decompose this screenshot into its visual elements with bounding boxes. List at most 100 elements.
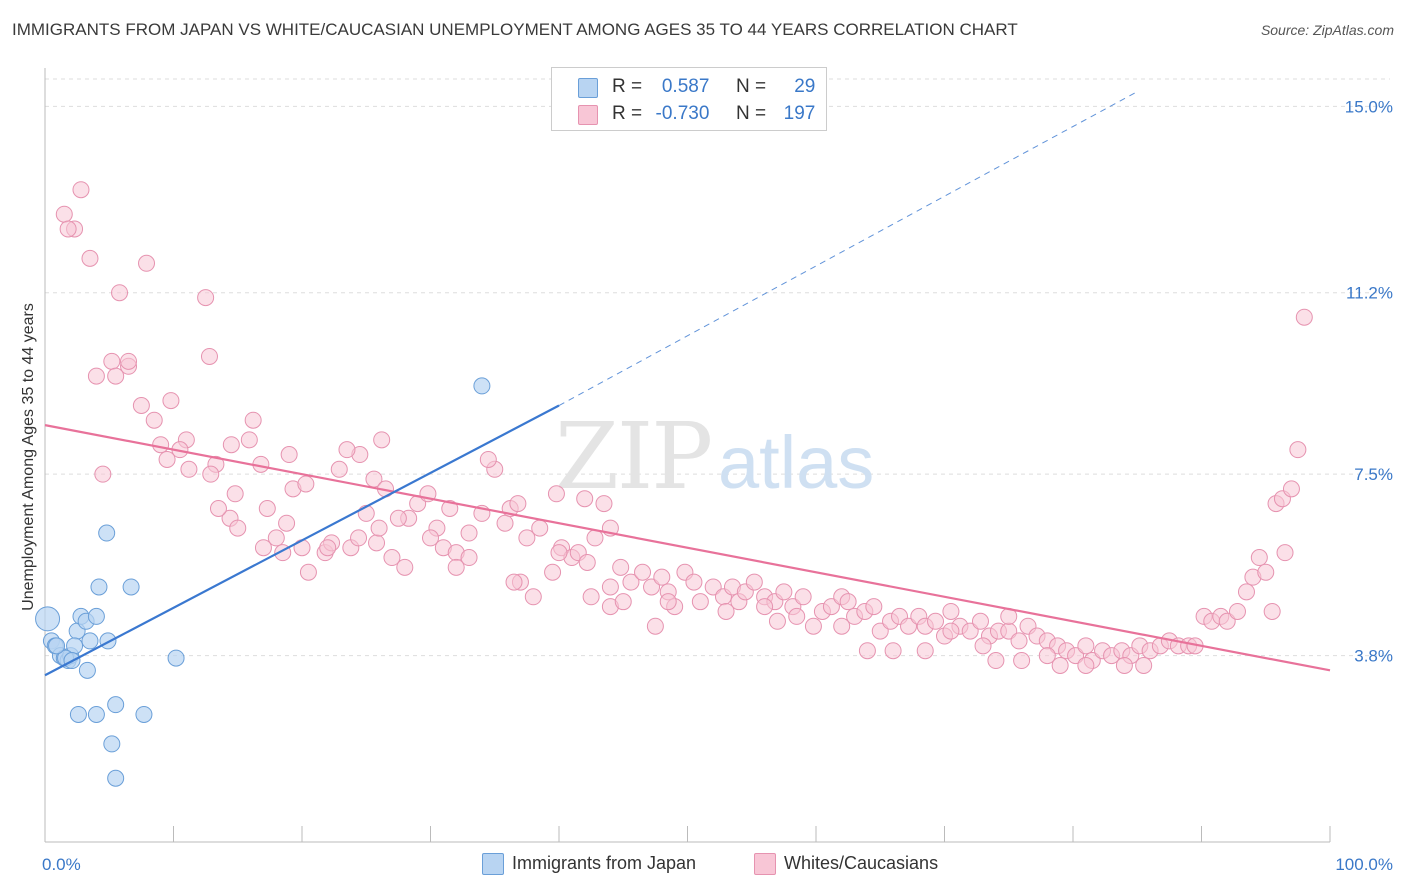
data-point-white [1282,480,1300,498]
data-point-white [756,598,774,616]
data-point-white [578,553,596,571]
y-tick-label: 15.0% [1345,97,1393,116]
data-point-white [1250,549,1268,567]
data-point-white [916,642,934,660]
data-point-japan [103,735,121,753]
data-point-japan [87,705,105,723]
data-point-white [152,436,170,454]
data-point-white [1276,544,1294,562]
legend-r-label: R = [612,76,643,97]
legend-n-value-white: 197 [783,103,816,124]
data-point-white [180,460,198,478]
data-point-white [531,519,549,537]
y-tick-label: 11.2% [1346,284,1393,303]
data-point-white [653,568,671,586]
legend-swatch-white [578,105,598,125]
data-point-white [278,514,296,532]
trendlines [44,91,1331,677]
data-point-white [229,519,247,537]
data-point-white [900,617,918,635]
data-point-white [368,534,386,552]
data-point-japan [135,705,153,723]
bottom-legend-label-white: Whites/Caucasians [784,853,939,873]
data-point-white [804,617,822,635]
data-point-white [971,612,989,630]
data-point-white [634,563,652,581]
points [35,181,1313,787]
data-point-white [505,573,523,591]
data-point-white [768,612,786,630]
data-point-white [987,652,1005,670]
data-point-white [544,563,562,581]
data-point-white [240,431,258,449]
legend-n-value-japan: 29 [794,76,816,97]
x-tick-label: 100.0% [1335,855,1393,874]
data-point-japan [122,578,140,596]
data-point-white [55,205,73,223]
data-point-white [961,622,979,640]
data-point-white [1051,656,1069,674]
data-point-japan [81,632,99,650]
data-point-white [383,549,401,567]
data-point-white [586,529,604,547]
data-point-japan [99,632,117,650]
data-point-white [350,529,368,547]
data-point-white [622,573,640,591]
data-point-white [518,529,536,547]
y-axis-label: Unemployment Among Ages 35 to 44 years [20,303,37,611]
data-point-white [745,573,763,591]
data-point-white [138,254,156,272]
data-point-white [794,588,812,606]
data-point-white [460,524,478,542]
data-point-white [209,499,227,517]
data-point-white [145,411,163,429]
data-point-white [158,450,176,468]
data-point-japan [107,696,125,714]
data-point-white [1263,602,1281,620]
data-point-white [704,578,722,596]
data-point-white [447,558,465,576]
data-point-white [107,367,125,385]
data-point-white [1218,612,1236,630]
data-point-white [338,441,356,459]
data-point-white [244,411,262,429]
data-point-white [59,220,77,238]
data-point-white [775,583,793,601]
data-point-japan [69,705,87,723]
data-point-white [646,617,664,635]
data-point-japan [48,637,66,655]
data-point-white [1135,656,1153,674]
tick-labels: 3.8% 7.5% 11.2% 15.0% 0.0% 100.0% [42,97,1393,874]
data-point-white [659,593,677,611]
trendline-japan-extension [558,91,1138,406]
data-point-white [297,475,315,493]
data-point-white [202,465,220,483]
y-tick-label: 7.5% [1354,465,1393,484]
data-point-white [111,284,129,302]
data-point-white [595,495,613,513]
data-point-white [839,593,857,611]
data-point-white [72,181,90,199]
data-point-white [509,495,527,513]
data-point-japan [167,649,185,667]
data-point-white [197,289,215,307]
axes [44,68,1331,843]
data-point-white [524,588,542,606]
data-point-white [614,593,632,611]
data-point-japan [98,524,116,542]
data-point-white [319,539,337,557]
data-point-japan [107,769,125,787]
data-point-white [441,499,459,517]
data-point-japan [87,607,105,625]
legend-r-value-white: -0.730 [655,103,710,124]
data-point-white [267,529,285,547]
data-point-white [254,539,272,557]
data-point-white [547,485,565,503]
data-point-white [479,450,497,468]
data-point-white [389,509,407,527]
data-point-white [582,588,600,606]
data-point-white [87,367,105,385]
data-point-white [822,598,840,616]
chart-title: IMMIGRANTS FROM JAPAN VS WHITE/CAUCASIAN… [12,20,1018,39]
data-point-white [1038,647,1056,665]
